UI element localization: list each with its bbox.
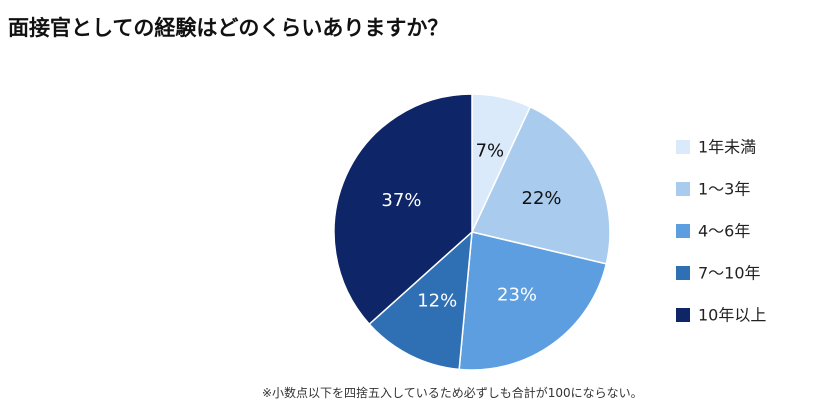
chart-title: 面接官としての経験はどのくらいありますか？ xyxy=(8,16,449,40)
slice-label-4: 12% xyxy=(417,291,457,312)
slice-label-3: 23% xyxy=(497,284,537,305)
legend-label-5: 10年以上 xyxy=(698,306,766,325)
legend-label-2: 1～3年 xyxy=(698,180,750,199)
legend: 1年未満 1～3年 4～6年 7～10年 10年以上 xyxy=(676,138,766,325)
footnote: ※小数点以下を四捨五入しているため必ずしも合計が100にならない。 xyxy=(262,386,643,400)
pie-slice-5 xyxy=(333,93,473,326)
legend-swatch-1 xyxy=(676,140,690,154)
slice-labels: 7% 22% 23% 12% 37% xyxy=(381,141,561,312)
pie-slices xyxy=(333,93,611,371)
slice-label-2: 22% xyxy=(522,188,562,209)
legend-swatch-5 xyxy=(676,308,690,322)
legend-swatch-4 xyxy=(676,266,690,280)
legend-swatch-2 xyxy=(676,182,690,196)
pie-slice-4 xyxy=(368,230,473,371)
legend-label-1: 1年未満 xyxy=(698,138,756,157)
slice-label-5: 37% xyxy=(381,190,421,211)
pie-slice-2 xyxy=(470,105,611,265)
slice-label-1: 7% xyxy=(476,141,505,162)
pie-slice-3 xyxy=(458,231,608,371)
legend-label-4: 7～10年 xyxy=(698,264,761,283)
legend-swatch-3 xyxy=(676,224,690,238)
legend-label-3: 4～6年 xyxy=(698,222,750,241)
